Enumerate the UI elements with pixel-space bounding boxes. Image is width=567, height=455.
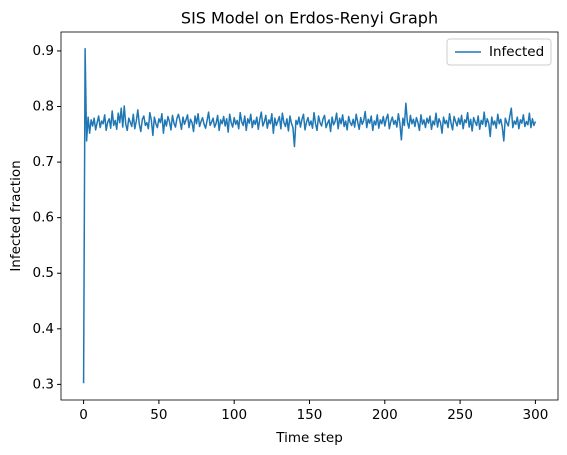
x-tick-label: 50 — [150, 407, 167, 423]
x-tick-label: 200 — [372, 407, 398, 423]
y-axis-label: Infected fraction — [8, 160, 24, 271]
y-tick-label: 0.7 — [33, 154, 54, 170]
y-tick-label: 0.4 — [33, 321, 54, 337]
x-axis-label: Time step — [275, 430, 343, 446]
y-tick-label: 0.8 — [33, 99, 54, 115]
axes-frame — [60, 31, 559, 401]
y-tick-label: 0.6 — [33, 210, 54, 226]
data-line — [82, 47, 537, 384]
x-tick-label: 250 — [447, 407, 473, 423]
x-tick-label: 0 — [79, 407, 88, 423]
y-tick-label: 0.3 — [33, 376, 54, 392]
x-tick-label: 100 — [221, 407, 247, 423]
legend-box — [446, 38, 552, 66]
y-tick-label: 0.5 — [33, 265, 54, 281]
y-tick-label: 0.9 — [33, 43, 54, 59]
x-tick-label: 150 — [297, 407, 323, 423]
x-tick-label: 300 — [523, 407, 549, 423]
chart-title: SIS Model on Erdos-Renyi Graph — [181, 9, 438, 28]
legend-label: Infected — [489, 44, 544, 60]
